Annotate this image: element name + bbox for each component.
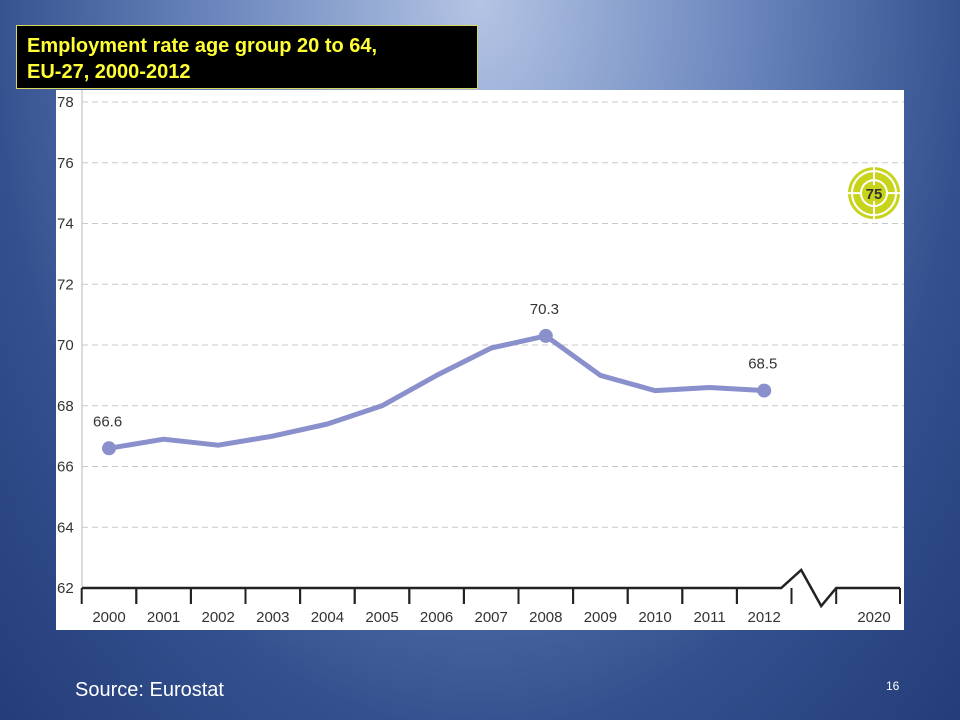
x-tick-label-2007: 2007 [475,609,508,626]
data-point-2012 [757,383,772,398]
chart-title: Employment rate age group 20 to 64, EU-2… [16,25,478,89]
x-tick-label-2001: 2001 [147,609,180,626]
source-note: Source: Eurostat [75,679,224,701]
x-tick-label-2002: 2002 [202,609,235,626]
x-tick-label-2012: 2012 [748,609,781,626]
y-tick-label-64: 64 [57,519,74,536]
y-tick-label-68: 68 [57,398,74,415]
employment-rate-chart: 62 64 66 68 70 72 74 76 78 2000 2001 2002 2003 2004 20… [57,90,904,626]
x-tick-label-2005: 2005 [365,609,398,626]
data-label-2012: 68.5 [748,356,777,373]
y-tick-label-78: 78 [57,94,74,111]
chart-title-line-2: EU-27, 2000-2012 [27,61,191,83]
x-tick-label-2020: 2020 [857,609,890,626]
y-tick-label-62: 62 [57,580,74,597]
data-label-2000: 66.6 [93,413,122,430]
x-tick-label-2011: 2011 [693,609,725,626]
chart-title-line-1: Employment rate age group 20 to 64, [27,35,378,57]
chart-panel: 62 64 66 68 70 72 74 76 78 2000 2001 2002 2003 2004 20… [56,90,904,630]
x-tick-label-2006: 2006 [420,609,453,626]
x-tick-label-2010: 2010 [638,609,671,626]
target-label: 75 [866,186,883,203]
y-tick-label-70: 70 [57,337,74,354]
data-point-2008 [538,328,553,343]
x-tick-label-2009: 2009 [584,609,617,626]
x-axis-line [82,568,900,609]
slide-number: 16 [886,679,900,693]
y-tick-label-66: 66 [57,459,74,476]
x-tick-label-2008: 2008 [529,609,562,626]
x-tick-label-2004: 2004 [311,609,344,626]
x-tick-label-2003: 2003 [256,609,289,626]
y-tick-label-74: 74 [57,216,74,233]
y-tick-label-76: 76 [57,155,74,172]
series-line [106,333,767,451]
y-tick-label-72: 72 [57,276,74,293]
data-point-2000 [102,441,116,456]
target-ring-inner [862,181,886,206]
data-label-2008: 70.3 [530,301,559,318]
x-tick-label-2000: 2000 [92,609,125,626]
